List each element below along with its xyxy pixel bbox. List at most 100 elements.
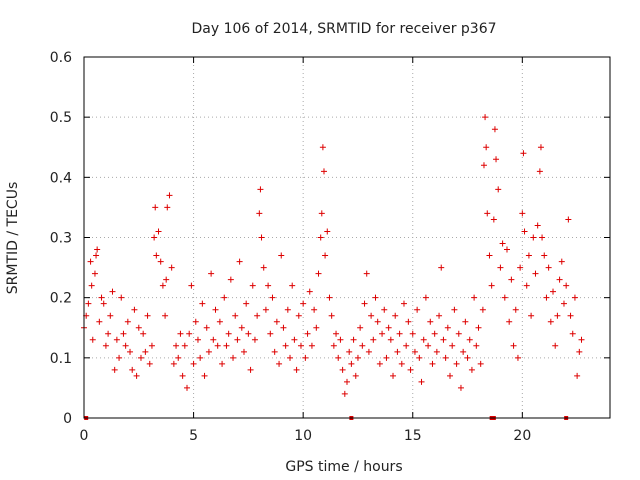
data-point: [256, 210, 263, 217]
data-point: [418, 378, 425, 385]
data-point: [257, 186, 264, 193]
data-point: [118, 294, 125, 301]
data-point: [107, 312, 114, 319]
data-point: [230, 354, 237, 361]
data-point: [521, 228, 528, 235]
data-point: [576, 348, 583, 355]
data-point: [197, 354, 204, 361]
data-point: [116, 354, 123, 361]
data-point: [324, 228, 331, 235]
data-point: [339, 366, 346, 373]
data-point: [422, 294, 429, 301]
data-point: [122, 342, 129, 349]
data-point: [273, 318, 280, 325]
data-point: [111, 366, 118, 373]
data-point: [333, 330, 340, 337]
data-point: [144, 312, 151, 319]
data-point: [137, 354, 144, 361]
data-point: [361, 300, 368, 307]
data-point: [536, 168, 543, 175]
data-point: [411, 348, 418, 355]
tick-labels: 0 5 10 15 20 0 0.1 0.2 0.3 0.4 0.5 0.6: [50, 50, 532, 444]
data-point: [129, 366, 136, 373]
data-point: [330, 342, 337, 349]
data-point: [462, 318, 469, 325]
data-point: [571, 294, 578, 301]
y-tick-label: 0.4: [50, 170, 72, 186]
data-point: [306, 288, 313, 295]
data-point: [508, 276, 515, 283]
data-point: [175, 354, 182, 361]
data-point: [528, 312, 535, 319]
data-point: [163, 276, 170, 283]
data-point: [514, 354, 521, 361]
data-point: [267, 330, 274, 337]
data-point: [383, 354, 390, 361]
data-point: [276, 360, 283, 367]
data-point: [475, 324, 482, 331]
data-point: [225, 330, 232, 337]
data-point: [173, 342, 180, 349]
y-tick-label: 0.1: [50, 351, 72, 367]
data-point: [271, 348, 278, 355]
data-point: [216, 318, 223, 325]
data-point: [247, 366, 254, 373]
data-point: [302, 354, 309, 361]
x-tick-label: 20: [513, 428, 531, 444]
data-point: [238, 324, 245, 331]
data-point: [190, 360, 197, 367]
data-point: [308, 342, 315, 349]
data-point: [93, 252, 100, 259]
data-point: [453, 360, 460, 367]
data-point: [243, 300, 250, 307]
data-point: [556, 276, 563, 283]
data-point: [280, 324, 287, 331]
data-point: [491, 126, 498, 133]
data-point: [444, 324, 451, 331]
data-point: [348, 360, 355, 367]
data-point: [449, 342, 456, 349]
data-point: [152, 204, 159, 211]
data-point: [398, 360, 405, 367]
data-point: [210, 336, 217, 343]
data-point: [291, 336, 298, 343]
chart-title: Day 106 of 2014, SRMTID for receiver p36…: [191, 21, 496, 37]
data-point: [519, 210, 526, 217]
data-point: [468, 366, 475, 373]
data-point: [313, 324, 320, 331]
data-point: [447, 372, 454, 379]
data-point: [541, 252, 548, 259]
data-point: [297, 342, 304, 349]
data-point: [102, 342, 109, 349]
data-point: [392, 312, 399, 319]
data-point: [558, 258, 565, 265]
data-point: [550, 288, 557, 295]
data-point: [85, 300, 92, 307]
data-point: [479, 306, 486, 313]
data-point: [578, 336, 585, 343]
data-point: [135, 324, 142, 331]
y-tick-label: 0.2: [50, 291, 72, 307]
data-point: [214, 342, 221, 349]
data-point: [337, 336, 344, 343]
data-point: [184, 384, 191, 391]
data-point: [282, 342, 289, 349]
data-point: [464, 354, 471, 361]
data-point: [319, 144, 326, 151]
data-point: [440, 336, 447, 343]
data-point: [254, 312, 261, 319]
data-point: [162, 312, 169, 319]
data-point: [186, 330, 193, 337]
data-point: [251, 336, 258, 343]
data-point: [569, 330, 576, 337]
data-point: [385, 324, 392, 331]
data-point: [127, 348, 134, 355]
data-point: [390, 372, 397, 379]
data-point: [460, 348, 467, 355]
data-point: [442, 354, 449, 361]
data-point: [480, 162, 487, 169]
data-point: [567, 312, 574, 319]
data-point: [203, 324, 210, 331]
